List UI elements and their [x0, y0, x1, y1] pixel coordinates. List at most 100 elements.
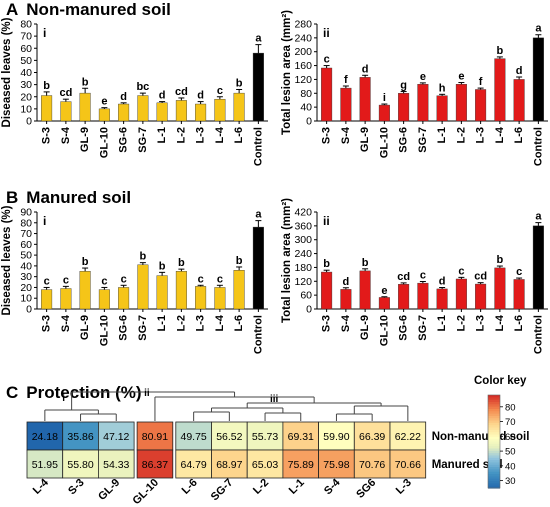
y-tick-label: 30 [20, 79, 32, 91]
significance-letter: b [159, 260, 166, 272]
significance-letter: g [400, 80, 407, 92]
heatmap-column-label: GL-10 [131, 477, 162, 507]
x-tick-label: L-1 [156, 127, 168, 144]
y-tick-label: 70 [20, 228, 32, 240]
y-tick-label: 300 [294, 234, 312, 246]
x-tick-label: L-6 [513, 315, 525, 332]
significance-letter: f [479, 76, 483, 88]
heatmap-cell-value: 86.37 [142, 459, 168, 471]
heatmap-column-label: L-4 [31, 476, 52, 497]
x-tick-label: Control [532, 127, 544, 166]
color-key-segment [488, 413, 500, 417]
color-key-segment [488, 399, 500, 403]
bar [455, 84, 467, 122]
heatmap-cell [175, 449, 212, 479]
cluster-label: ii [144, 388, 150, 399]
significance-letter: e [101, 96, 107, 108]
y-tick-label: 90 [20, 207, 32, 219]
y-tick-label: 80 [300, 88, 312, 100]
x-tick-label: GL-10 [98, 127, 110, 158]
heatmap-cell-value: 47.12 [103, 431, 129, 443]
bar [60, 101, 72, 122]
bar [118, 287, 130, 310]
bar [233, 92, 245, 122]
bar [41, 95, 53, 122]
color-key-segment [488, 469, 500, 473]
section-a-letter: A [6, 0, 19, 19]
x-tick-label: GL-10 [378, 127, 390, 158]
y-tick-label: 420 [294, 207, 312, 219]
x-tick-label: S-4 [60, 126, 72, 144]
heatmap-column-label: SG-7 [209, 477, 236, 504]
significance-letter: b [43, 80, 50, 92]
color-key-title: Color key [474, 375, 527, 387]
significance-letter: b [236, 255, 243, 267]
section-b-letter: B [6, 188, 19, 207]
x-tick-label: S-3 [41, 315, 53, 332]
significance-letter: b [323, 258, 330, 270]
panel-label: ii [323, 26, 330, 40]
heatmap-cell [389, 449, 427, 479]
bar [175, 100, 187, 122]
color-key-segment [488, 467, 500, 470]
x-tick-label: L-3 [195, 127, 207, 144]
panel-label: ii [323, 214, 330, 228]
bar [532, 225, 544, 310]
bar [175, 271, 187, 310]
y-tick-label: 0 [306, 304, 312, 316]
y-tick-label: 40 [300, 102, 312, 114]
y-tick-label: 60 [20, 239, 32, 251]
y-tick-label: 60 [20, 43, 32, 55]
significance-letter: a [255, 33, 262, 45]
bar [214, 98, 226, 122]
y-tick-label: 10 [20, 103, 32, 115]
significance-letter: b [82, 256, 89, 268]
x-tick-label: L-3 [475, 127, 487, 144]
heatmap-cell-value: 54.33 [103, 459, 129, 471]
significance-letter: c [458, 265, 464, 277]
heatmap-cell [353, 449, 391, 479]
heatmap-column-label: GL-9 [96, 477, 122, 503]
bar [340, 87, 352, 122]
heatmap-cell [246, 449, 284, 479]
bar [321, 271, 333, 310]
y-tick-label: 20 [20, 282, 32, 294]
significance-letter: c [324, 54, 330, 66]
significance-letter: e [458, 71, 464, 83]
color-key-tick-label: 40 [505, 461, 516, 472]
x-tick-label: S-4 [60, 314, 72, 332]
heatmap-cell-value: 55.80 [67, 459, 93, 471]
y-tick-label: 120 [294, 74, 312, 86]
heatmap-cell-value: 66.39 [359, 431, 385, 443]
color-key-tick-label: 50 [505, 447, 516, 458]
x-tick-label: GL-9 [359, 315, 371, 340]
y-tick-label: 40 [20, 260, 32, 272]
color-key-segment [488, 483, 500, 487]
y-tick-label: 120 [294, 276, 312, 288]
section-b-title: Manured soil [26, 188, 132, 207]
x-tick-label: L-6 [233, 127, 245, 144]
heatmap-column-label: SG6 [354, 477, 378, 501]
bar [252, 52, 264, 122]
cluster-label: i [62, 393, 65, 404]
color-key-segment [488, 401, 500, 405]
color-key-segment [488, 397, 500, 401]
heatmap-cell [98, 421, 135, 451]
x-tick-label: SG-7 [137, 315, 149, 341]
bar [214, 287, 226, 310]
color-key-segment [488, 481, 500, 484]
bar [436, 288, 448, 310]
bar [156, 102, 168, 122]
significance-letter: f [344, 74, 348, 86]
significance-letter: cd [397, 271, 410, 283]
color-key-segment [488, 420, 500, 424]
significance-letter: c [121, 273, 127, 285]
heatmap-cell-value: 69.31 [288, 431, 314, 443]
bar [475, 283, 487, 310]
color-key-segment [488, 415, 500, 419]
heatmap-cell [136, 421, 174, 451]
bar [359, 77, 371, 122]
significance-letter: c [516, 266, 522, 278]
